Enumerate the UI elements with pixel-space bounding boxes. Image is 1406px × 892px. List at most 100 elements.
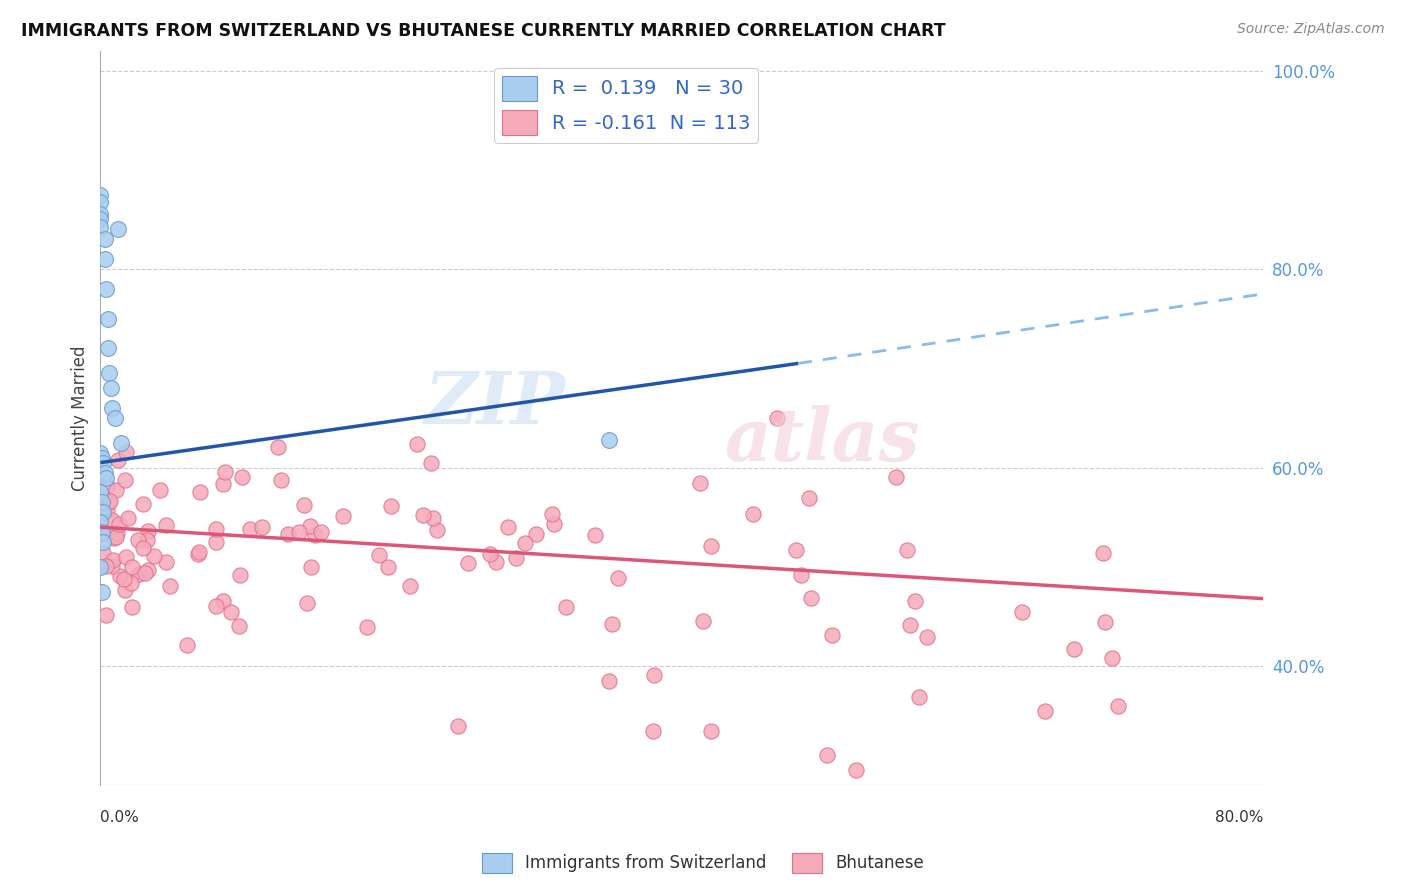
Legend: R =  0.139   N = 30, R = -0.161  N = 113: R = 0.139 N = 30, R = -0.161 N = 113	[494, 68, 758, 143]
Point	[399, 579, 422, 593]
Point	[228, 619, 250, 633]
Point	[105, 525, 128, 540]
Legend: Immigrants from Switzerland, Bhutanese: Immigrants from Switzerland, Bhutanese	[475, 847, 931, 880]
Point	[121, 599, 143, 614]
Point	[89, 207, 111, 221]
Point	[94, 607, 117, 622]
Point	[884, 469, 907, 483]
Point	[239, 522, 262, 536]
Point	[692, 615, 714, 629]
Point	[742, 507, 765, 521]
Point	[89, 187, 111, 202]
Point	[103, 532, 125, 546]
Point	[212, 476, 235, 491]
Point	[541, 508, 564, 522]
Point	[277, 527, 299, 541]
Text: atlas: atlas	[724, 404, 920, 475]
Point	[149, 483, 172, 497]
Point	[107, 453, 129, 467]
Point	[790, 568, 813, 582]
Point	[155, 555, 177, 569]
Point	[104, 530, 127, 544]
Point	[131, 541, 153, 555]
Point	[457, 556, 479, 570]
Point	[229, 568, 252, 582]
Point	[287, 524, 309, 539]
Point	[270, 473, 292, 487]
Point	[89, 194, 111, 209]
Point	[114, 474, 136, 488]
Text: ZIP: ZIP	[425, 368, 565, 439]
Point	[89, 446, 111, 460]
Point	[600, 616, 623, 631]
Point	[98, 367, 121, 381]
Point	[97, 311, 120, 326]
Point	[107, 516, 129, 531]
Point	[96, 479, 118, 493]
Point	[422, 510, 444, 524]
Text: 80.0%: 80.0%	[1215, 810, 1264, 825]
Point	[904, 593, 927, 607]
Point	[356, 619, 378, 633]
Point	[90, 450, 112, 465]
Point	[90, 584, 112, 599]
Point	[204, 599, 226, 613]
Point	[115, 445, 138, 459]
Point	[845, 764, 868, 778]
Point	[101, 401, 124, 415]
Point	[419, 456, 441, 470]
Point	[176, 639, 198, 653]
Point	[89, 560, 111, 574]
Point	[524, 527, 547, 541]
Point	[598, 674, 620, 689]
Point	[128, 566, 150, 581]
Point	[815, 748, 838, 763]
Point	[426, 523, 449, 537]
Point	[96, 282, 118, 296]
Point	[447, 718, 470, 732]
Point	[406, 436, 429, 450]
Point	[96, 503, 118, 517]
Point	[107, 222, 129, 236]
Point	[114, 583, 136, 598]
Point	[583, 528, 606, 542]
Point	[219, 605, 242, 619]
Point	[96, 559, 118, 574]
Point	[412, 508, 434, 522]
Point	[554, 600, 576, 615]
Point	[104, 483, 127, 497]
Point	[136, 533, 159, 548]
Point	[187, 545, 209, 559]
Point	[1033, 704, 1056, 718]
Point	[700, 723, 723, 738]
Point	[689, 476, 711, 491]
Point	[643, 667, 665, 681]
Y-axis label: Currently Married: Currently Married	[72, 345, 89, 491]
Point	[231, 470, 253, 484]
Point	[134, 566, 156, 580]
Point	[110, 568, 132, 582]
Point	[121, 560, 143, 574]
Point	[205, 534, 228, 549]
Point	[765, 411, 787, 425]
Point	[90, 525, 112, 540]
Point	[101, 559, 124, 574]
Point	[267, 441, 290, 455]
Point	[98, 495, 121, 509]
Point	[1101, 651, 1123, 665]
Point	[103, 552, 125, 566]
Point	[485, 555, 508, 569]
Point	[1063, 642, 1085, 657]
Point	[496, 519, 519, 533]
Point	[367, 548, 389, 562]
Point	[127, 533, 149, 548]
Point	[478, 547, 501, 561]
Point	[821, 628, 844, 642]
Point	[93, 232, 115, 246]
Point	[96, 470, 118, 484]
Point	[90, 495, 112, 509]
Point	[104, 411, 127, 425]
Point	[89, 485, 111, 500]
Point	[700, 539, 723, 553]
Point	[785, 542, 807, 557]
